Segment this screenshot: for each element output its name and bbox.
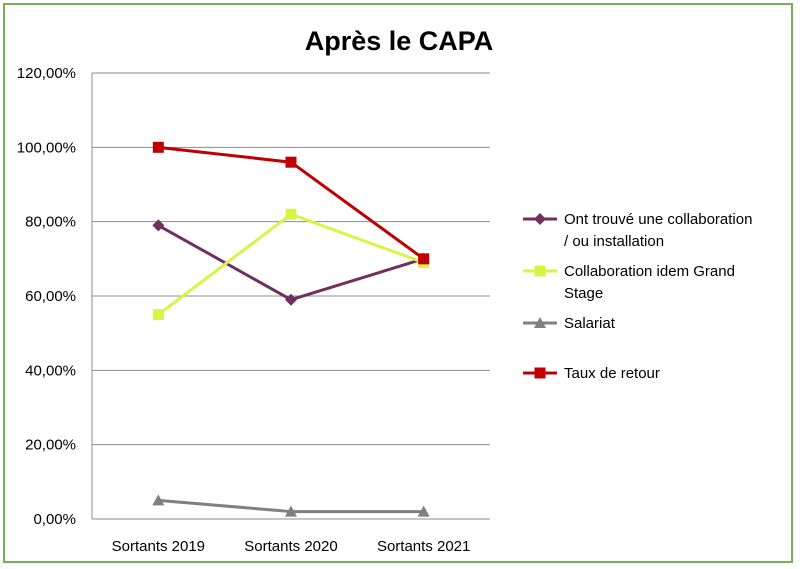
data-point <box>418 253 430 265</box>
legend-item: Taux de retour <box>523 365 660 382</box>
legend-marker <box>534 317 546 328</box>
legend: Ont trouvé une collaboration / ou install… <box>523 211 752 382</box>
y-tick-label: 100,00% <box>17 139 76 156</box>
legend-item: Salariat <box>523 315 616 332</box>
series-2 <box>152 494 430 517</box>
legend-label: Taux de retour <box>564 365 660 382</box>
data-point <box>152 219 165 232</box>
data-point <box>285 293 297 306</box>
legend-label: Salariat <box>564 315 616 332</box>
data-point <box>152 309 164 321</box>
data-point <box>417 505 430 517</box>
series-3 <box>152 141 430 265</box>
x-tick-label: Sortants 2020 <box>244 538 337 555</box>
y-tick-label: 40,00% <box>25 362 76 379</box>
legend-label: Ont trouvé une collaboration <box>564 211 752 228</box>
chart-title: Après le CAPA <box>305 26 494 56</box>
y-tick-label: 20,00% <box>25 437 76 454</box>
legend-marker <box>534 213 546 225</box>
data-point <box>152 141 164 153</box>
legend-item: Ont trouvé une collaboration / ou install… <box>523 211 752 250</box>
chart-frame <box>3 3 793 563</box>
y-tick-label: 60,00% <box>25 288 76 305</box>
legend-label: Collaboration idem Grand <box>564 263 735 280</box>
data-point <box>152 494 165 506</box>
data-point <box>285 505 297 517</box>
y-tick-label: 120,00% <box>17 65 76 82</box>
series-group <box>152 141 430 517</box>
legend-item: Collaboration idem Grand Stage <box>523 263 735 302</box>
y-tick-label: 80,00% <box>25 214 76 231</box>
legend-label: / ou installation <box>564 233 664 250</box>
x-axis-ticks: Sortants 2019 Sortants 2020 Sortants 2021 <box>112 538 471 555</box>
legend-marker <box>534 367 546 379</box>
legend-marker <box>534 265 546 277</box>
data-point <box>285 208 297 220</box>
y-tick-label: 0,00% <box>33 511 76 528</box>
y-axis-ticks: 0,00% 20,00% 40,00% 60,00% 80,00% 100,00% 120,… <box>17 65 76 528</box>
data-point <box>285 156 297 168</box>
legend-label: Stage <box>564 285 603 302</box>
x-tick-label: Sortants 2021 <box>377 538 470 555</box>
x-tick-label: Sortants 2019 <box>112 538 205 555</box>
series-line <box>157 224 425 302</box>
